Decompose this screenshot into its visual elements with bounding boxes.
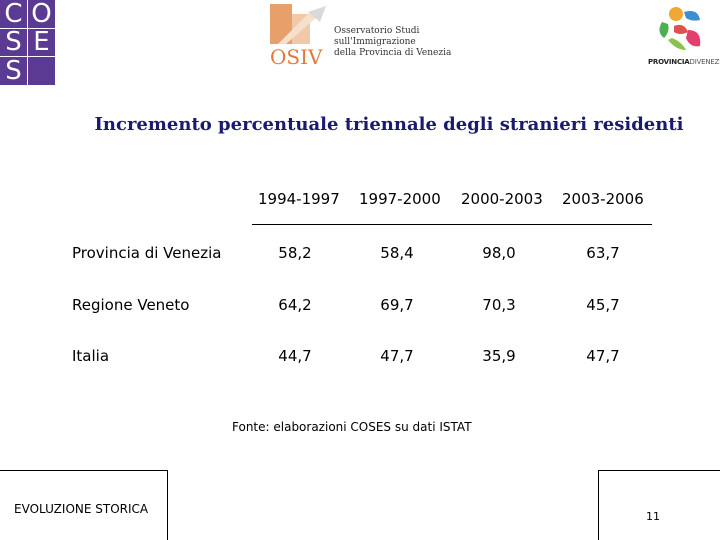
row-label: Italia xyxy=(72,347,110,365)
footer-section-label: EVOLUZIONE STORICA xyxy=(14,502,149,516)
table-cell: 64,2 xyxy=(278,296,312,314)
table-cell: 63,7 xyxy=(586,244,620,262)
provincia-mark-icon xyxy=(659,7,701,50)
osiv-text: Osservatorio Studi sull'Immigrazione del… xyxy=(334,26,451,59)
table-cell: 44,7 xyxy=(278,347,312,365)
table-cell: 47,7 xyxy=(380,347,414,365)
column-header: 2003-2006 xyxy=(562,190,644,208)
coses-letter: S xyxy=(0,28,28,58)
row-label: Regione Veneto xyxy=(72,296,190,314)
osiv-line: Osservatorio Studi xyxy=(334,26,420,36)
coses-letter: S xyxy=(0,57,28,86)
coses-logo: C O S E S xyxy=(0,0,56,86)
provincia-logo: PROVINCIADIVENEZIA xyxy=(646,6,720,68)
column-header: 1997-2000 xyxy=(359,190,441,208)
row-label: Provincia di Venezia xyxy=(72,244,222,262)
table-cell: 70,3 xyxy=(482,296,516,314)
header-rule xyxy=(252,224,652,225)
table-cell: 58,2 xyxy=(278,244,312,262)
coses-letter: C xyxy=(0,0,28,29)
provincia-text: PROVINCIADIVENEZIA xyxy=(648,58,720,66)
table-cell: 45,7 xyxy=(586,296,620,314)
column-header: 2000-2003 xyxy=(461,190,543,208)
coses-letter xyxy=(28,57,56,86)
footer-right-frame xyxy=(598,470,720,540)
page-number: 11 xyxy=(646,510,660,523)
page-title: Incremento percentuale triennale degli s… xyxy=(94,114,684,135)
footer-left-frame xyxy=(0,470,168,540)
table-cell: 98,0 xyxy=(482,244,516,262)
osiv-logo: OSIV Osservatorio Studi sull'Immigrazion… xyxy=(268,4,458,68)
osiv-initials: OSIV xyxy=(270,45,323,68)
table-cell: 35,9 xyxy=(482,347,516,365)
column-header: 1994-1997 xyxy=(258,190,340,208)
provincia-text-light: DIVENEZIA xyxy=(689,58,720,66)
coses-letter: O xyxy=(28,0,56,29)
table-cell: 69,7 xyxy=(380,296,414,314)
table-cell: 58,4 xyxy=(380,244,414,262)
provincia-text-bold: PROVINCIA xyxy=(648,58,690,66)
source-note: Fonte: elaborazioni COSES su dati ISTAT xyxy=(232,420,472,434)
table-cell: 47,7 xyxy=(586,347,620,365)
osiv-line: sull'Immigrazione xyxy=(334,37,416,47)
coses-letter: E xyxy=(28,28,56,58)
osiv-mark-icon: OSIV xyxy=(270,4,326,68)
osiv-line: della Provincia di Venezia xyxy=(334,48,452,58)
